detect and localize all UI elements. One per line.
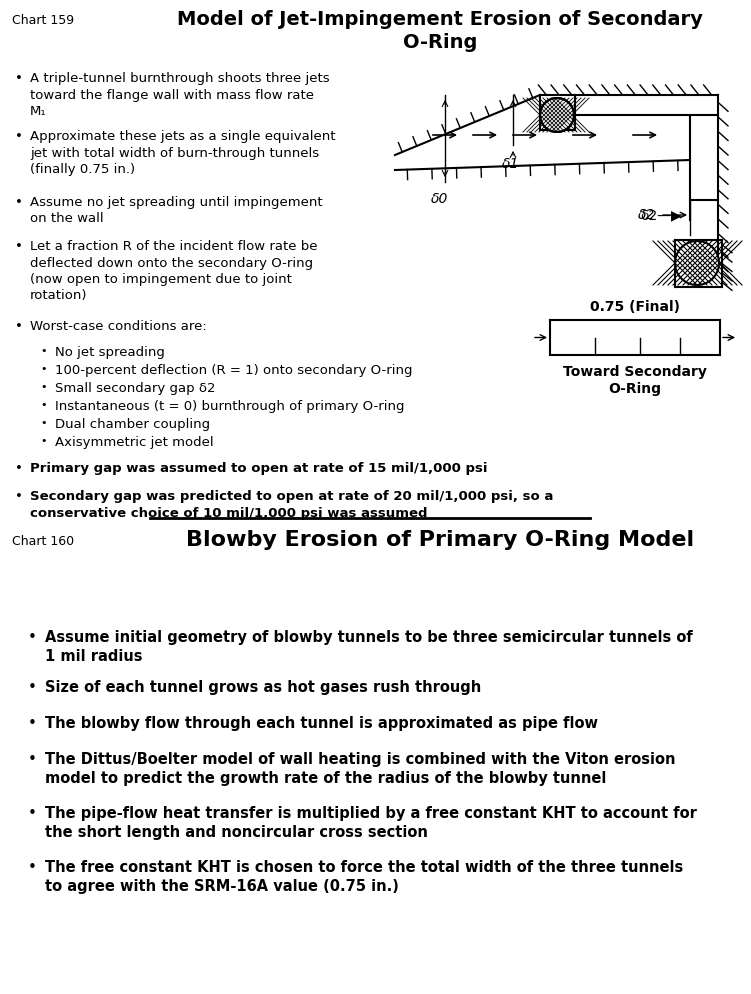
Circle shape <box>540 98 574 132</box>
Circle shape <box>675 241 719 285</box>
Text: The free constant KHT is chosen to force the total width of the three tunnels
to: The free constant KHT is chosen to force… <box>45 860 683 895</box>
Text: •: • <box>28 680 37 695</box>
Text: Dual chamber coupling: Dual chamber coupling <box>55 418 210 431</box>
Text: δ2—▶: δ2—▶ <box>640 208 682 222</box>
Text: Small secondary gap δ2: Small secondary gap δ2 <box>55 382 216 395</box>
Text: Chart 159: Chart 159 <box>12 14 74 27</box>
Text: •: • <box>28 716 37 731</box>
Text: •: • <box>40 346 47 356</box>
Text: Assume no jet spreading until impingement
on the wall: Assume no jet spreading until impingemen… <box>30 196 323 226</box>
Text: •: • <box>15 320 23 333</box>
Text: The pipe-flow heat transfer is multiplied by a free constant KHT to account for
: The pipe-flow heat transfer is multiplie… <box>45 806 697 840</box>
Text: δ2: δ2 <box>638 208 656 222</box>
Text: •: • <box>28 806 37 821</box>
Text: •: • <box>15 196 23 209</box>
Text: Instantaneous (t = 0) burnthrough of primary O-ring: Instantaneous (t = 0) burnthrough of pri… <box>55 400 405 413</box>
Text: No jet spreading: No jet spreading <box>55 346 165 359</box>
Text: Axisymmetric jet model: Axisymmetric jet model <box>55 436 213 449</box>
Text: Model of Jet-Impingement Erosion of Secondary
O-Ring: Model of Jet-Impingement Erosion of Seco… <box>177 10 703 53</box>
Text: •: • <box>15 240 23 253</box>
Text: Approximate these jets as a single equivalent
jet with total width of burn-throu: Approximate these jets as a single equiv… <box>30 130 336 176</box>
Text: Primary gap was assumed to open at rate of 15 mil/1,000 psi: Primary gap was assumed to open at rate … <box>30 462 487 475</box>
Text: •: • <box>15 72 23 85</box>
Text: •: • <box>40 364 47 374</box>
Text: δ0: δ0 <box>431 192 448 206</box>
Text: •: • <box>28 860 37 875</box>
Text: •: • <box>15 130 23 143</box>
Text: 100-percent deflection (R = 1) onto secondary O-ring: 100-percent deflection (R = 1) onto seco… <box>55 364 412 377</box>
Text: •: • <box>15 462 23 475</box>
Text: •: • <box>40 382 47 392</box>
Text: Let a fraction R of the incident flow rate be
deflected down onto the secondary : Let a fraction R of the incident flow ra… <box>30 240 318 302</box>
Text: •: • <box>40 418 47 428</box>
Text: •: • <box>28 752 37 767</box>
Text: •: • <box>28 630 37 645</box>
Text: Blowby Erosion of Primary O-Ring Model: Blowby Erosion of Primary O-Ring Model <box>186 530 694 550</box>
Text: δ1: δ1 <box>502 157 520 171</box>
Text: A triple-tunnel burnthrough shoots three jets
toward the flange wall with mass f: A triple-tunnel burnthrough shoots three… <box>30 72 330 118</box>
Text: Assume initial geometry of blowby tunnels to be three semicircular tunnels of
1 : Assume initial geometry of blowby tunnel… <box>45 630 692 664</box>
Text: Size of each tunnel grows as hot gases rush through: Size of each tunnel grows as hot gases r… <box>45 680 481 695</box>
Text: The Dittus/Boelter model of wall heating is combined with the Viton erosion
mode: The Dittus/Boelter model of wall heating… <box>45 752 675 786</box>
Text: •: • <box>40 400 47 410</box>
Text: Secondary gap was predicted to open at rate of 20 mil/1,000 psi, so a
conservati: Secondary gap was predicted to open at r… <box>30 490 553 520</box>
Text: Worst-case conditions are:: Worst-case conditions are: <box>30 320 207 333</box>
Text: Chart 160: Chart 160 <box>12 535 74 548</box>
Text: •: • <box>15 490 23 503</box>
Text: 0.75 (Final): 0.75 (Final) <box>590 300 680 314</box>
Text: •: • <box>40 436 47 446</box>
Text: The blowby flow through each tunnel is approximated as pipe flow: The blowby flow through each tunnel is a… <box>45 716 598 731</box>
Text: Toward Secondary
O-Ring: Toward Secondary O-Ring <box>563 365 707 397</box>
